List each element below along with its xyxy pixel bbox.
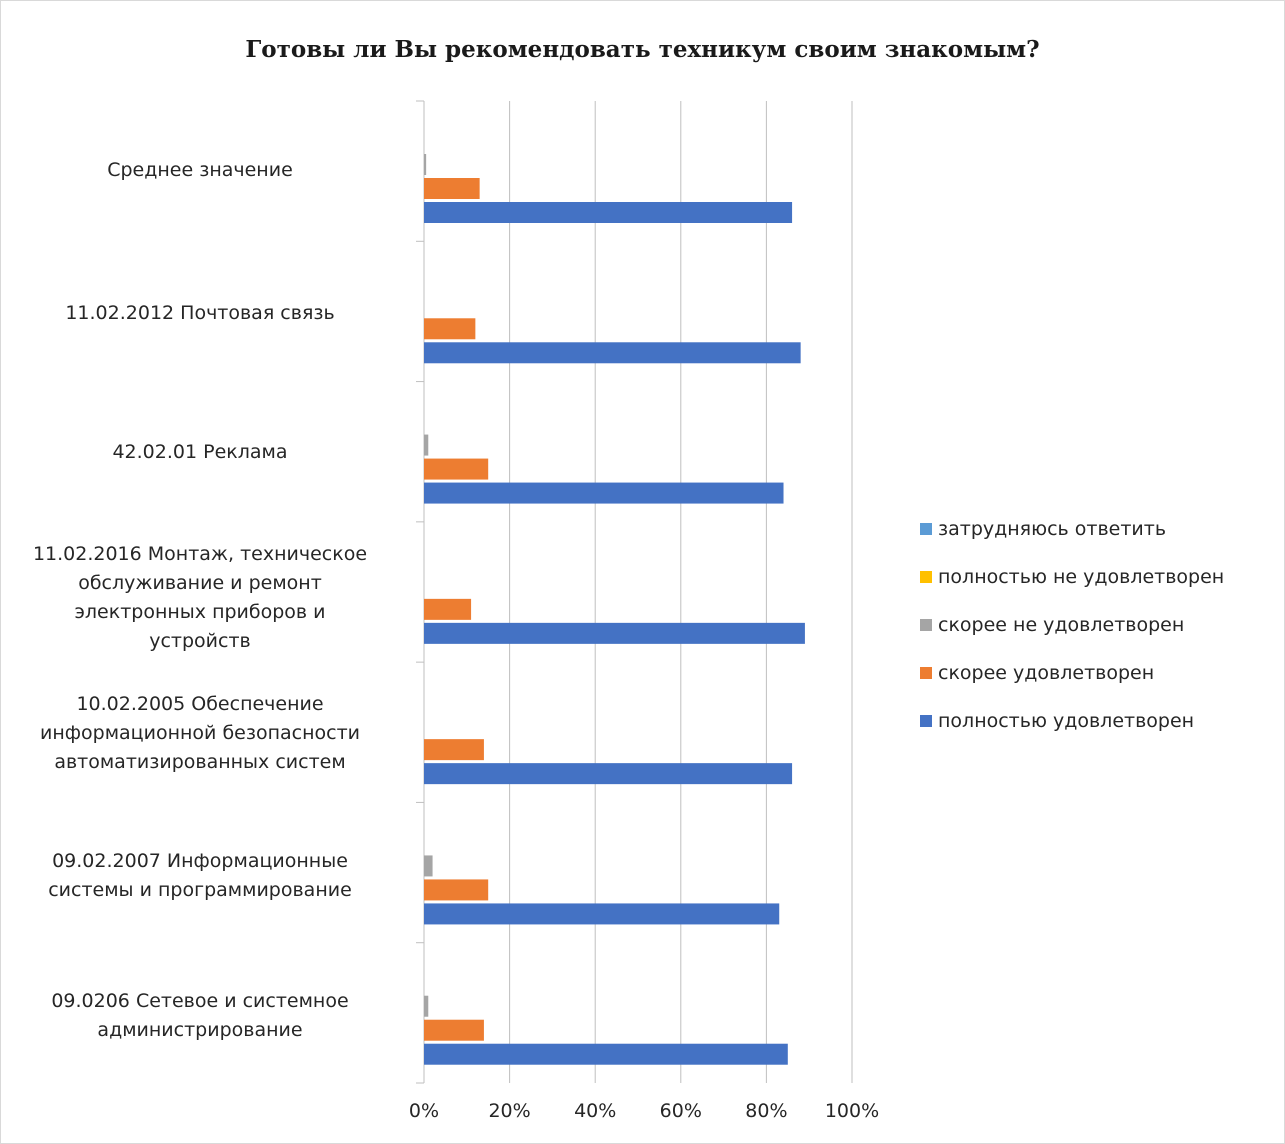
legend-swatch — [920, 667, 932, 679]
bar — [424, 903, 780, 925]
legend-label: полностью не удовлетворен — [938, 566, 1225, 588]
legend: затрудняюсь ответить полностью не удовлет… — [920, 505, 1224, 745]
legend-item: скорее удовлетворен — [920, 649, 1224, 697]
category-label-line: электронных приборов и — [74, 601, 326, 623]
legend-label: скорее удовлетворен — [938, 662, 1155, 684]
category-label: 09.0206 Сетевое и системное администриров… — [0, 987, 400, 1045]
bar — [424, 739, 484, 761]
legend-swatch — [920, 523, 932, 535]
category-label: 10.02.2005 Обеспечение информационной без… — [0, 690, 400, 777]
x-tick-label: 20% — [488, 1100, 531, 1122]
bar — [424, 1043, 788, 1065]
category-label-line: автоматизированных систем — [54, 750, 346, 773]
category-label-line: устройств — [149, 630, 251, 652]
category-label-line: 42.02.01 Реклама — [112, 440, 288, 463]
legend-item: затрудняюсь ответить — [920, 505, 1224, 553]
bar — [424, 482, 784, 504]
legend-swatch — [920, 571, 932, 583]
category-label-line: 10.02.2005 Обеспечение — [76, 692, 324, 715]
chart-title: Готовы ли Вы рекомендовать техникум свои… — [245, 36, 1040, 63]
legend-label: скорее не удовлетворен — [938, 614, 1185, 636]
category-label: 42.02.01 Реклама — [0, 438, 400, 467]
bar — [424, 318, 476, 340]
x-tick-label: 0% — [408, 1100, 440, 1122]
legend-item: полностью удовлетворен — [920, 697, 1224, 745]
category-label: 11.02.2012 Почтовая связь — [0, 299, 400, 328]
legend-swatch — [920, 715, 932, 727]
x-tick-label: 100% — [824, 1100, 880, 1122]
bar — [424, 458, 489, 480]
category-label-line: 11.02.2016 Монтаж, техническое — [32, 543, 368, 565]
bar — [424, 178, 480, 199]
legend-label: затрудняюсь ответить — [938, 518, 1167, 540]
bar — [424, 598, 472, 620]
legend-label: полностью удовлетворен — [938, 710, 1195, 732]
bar — [424, 995, 429, 1017]
category-label-line: системы и программирование — [48, 879, 352, 901]
legend-item: полностью не удовлетворен — [920, 553, 1224, 601]
x-tick-label: 60% — [659, 1100, 702, 1122]
category-label-line: 11.02.2012 Почтовая связь — [65, 301, 335, 324]
bar — [424, 1019, 484, 1041]
bar — [424, 622, 805, 644]
legend-item: скорее не удовлетворен — [920, 601, 1224, 649]
category-label: Среднее значение — [0, 156, 400, 185]
bar — [424, 855, 433, 877]
category-label-line: администрирование — [97, 1019, 303, 1041]
bar — [424, 202, 793, 223]
category-label-line: 09.0206 Сетевое и системное — [51, 990, 349, 1012]
category-label: 09.02.2007 Информационные системы и прогр… — [0, 847, 400, 905]
bar — [424, 763, 793, 785]
category-label-line: информационной безопасности — [40, 721, 360, 744]
legend-swatch — [920, 619, 932, 631]
bar — [424, 342, 801, 364]
category-label-line: 09.02.2007 Информационные — [52, 850, 348, 872]
category-label: 11.02.2016 Монтаж, техническое обслуживан… — [0, 540, 400, 656]
x-tick-label: 40% — [574, 1100, 617, 1122]
bar — [424, 434, 429, 456]
bar — [424, 154, 427, 175]
x-tick-label: 80% — [745, 1100, 788, 1122]
bar — [424, 879, 489, 901]
category-label-line: обслуживание и ремонт — [78, 572, 322, 594]
category-label-line: Среднее значение — [107, 158, 293, 181]
